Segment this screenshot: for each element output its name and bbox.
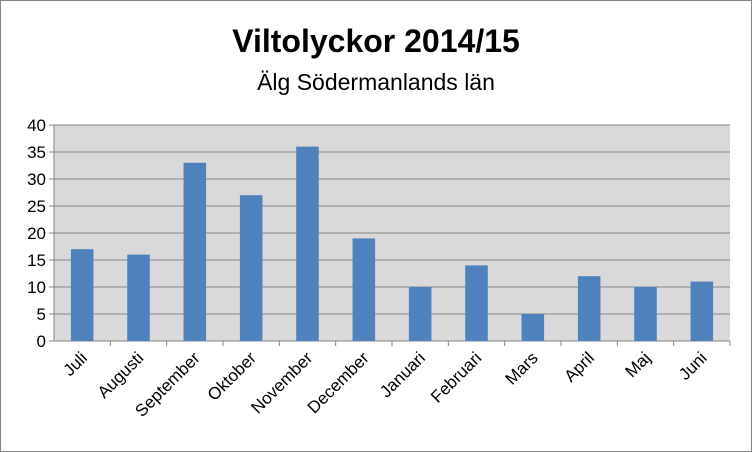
y-tick-label: 10 <box>27 278 46 297</box>
bar-december <box>352 238 376 341</box>
bar-januari <box>408 287 432 341</box>
y-tick-label: 5 <box>37 305 46 324</box>
bar-april <box>577 276 601 341</box>
x-tick-label: Maj <box>622 348 655 381</box>
y-tick-label: 15 <box>27 251 46 270</box>
bar-september <box>183 162 207 341</box>
bar-februari <box>465 265 488 341</box>
y-tick-label: 0 <box>37 332 46 351</box>
x-tick-label: Mars <box>502 348 542 388</box>
bar-juni <box>690 281 714 341</box>
y-tick-label: 30 <box>27 170 46 189</box>
x-tick-label: Oktober <box>204 348 260 404</box>
y-tick-label: 35 <box>27 143 46 162</box>
x-tick-label: Januari <box>376 348 429 401</box>
x-tick-label: Februari <box>427 348 485 406</box>
x-tick-label: Augusti <box>94 348 148 402</box>
bar-juli <box>70 249 94 341</box>
x-tick-label: Juni <box>675 348 710 383</box>
bar-augusti <box>127 254 150 341</box>
bar-oktober <box>239 195 263 341</box>
bar-november <box>296 146 319 341</box>
y-tick-label: 20 <box>27 224 46 243</box>
chart-subtitle: Älg Södermanlands län <box>257 69 495 95</box>
y-tick-label: 25 <box>27 197 46 216</box>
y-tick-label: 40 <box>27 116 46 135</box>
chart-title: Viltolyckor 2014/15 <box>232 23 520 59</box>
x-tick-label: Juli <box>60 348 91 379</box>
bar-maj <box>634 287 657 341</box>
bar-mars <box>521 314 545 341</box>
x-tick-label: April <box>561 348 598 385</box>
x-tick-label: December <box>304 348 373 417</box>
